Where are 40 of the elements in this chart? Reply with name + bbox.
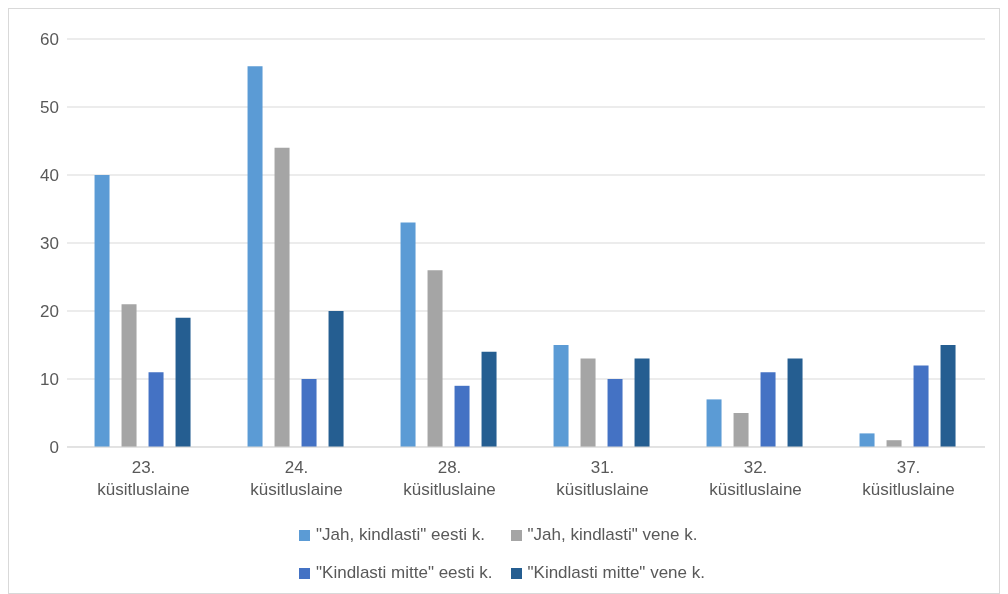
bar	[913, 365, 929, 447]
bar	[301, 379, 317, 447]
y-tick-label: 20	[40, 302, 59, 322]
y-tick-label: 50	[40, 98, 59, 118]
bar	[553, 345, 569, 447]
x-tick-label: 24. küsitluslaine	[250, 458, 343, 499]
bar	[706, 399, 722, 447]
y-tick-label: 40	[40, 166, 59, 186]
x-tick-label: 31. küsitluslaine	[556, 458, 649, 499]
y-tick-label: 60	[40, 30, 59, 50]
bar	[940, 345, 956, 447]
bar	[634, 358, 650, 447]
bar	[580, 358, 596, 447]
bar	[607, 379, 623, 447]
bar	[247, 66, 263, 447]
legend-label: "Kindlasti mitte" eesti k.	[316, 563, 493, 583]
x-tick-label: 37. küsitluslaine	[862, 458, 955, 499]
bar	[427, 270, 443, 447]
y-tick-label: 30	[40, 234, 59, 254]
legend-label: "Jah, kindlasti" vene k.	[527, 525, 698, 545]
legend-label: "Jah, kindlasti" eesti k.	[316, 525, 485, 545]
bar	[481, 351, 497, 447]
bar	[175, 317, 191, 447]
legend-label: "Kindlasti mitte" vene k.	[527, 563, 705, 583]
bar	[328, 311, 344, 447]
bar	[94, 175, 110, 447]
x-tick-label: 23. küsitluslaine	[97, 458, 190, 499]
bar	[400, 222, 416, 447]
y-tick-label: 10	[40, 370, 59, 390]
bar	[760, 372, 776, 447]
bar	[274, 147, 290, 447]
bar	[454, 385, 470, 447]
bar	[859, 433, 875, 447]
bar	[733, 413, 749, 447]
x-tick-label: 32. küsitluslaine	[709, 458, 802, 499]
bar	[787, 358, 803, 447]
bar	[148, 372, 164, 447]
bar	[121, 304, 137, 447]
y-tick-label: 0	[49, 438, 59, 458]
x-tick-label: 28. küsitluslaine	[403, 458, 496, 499]
